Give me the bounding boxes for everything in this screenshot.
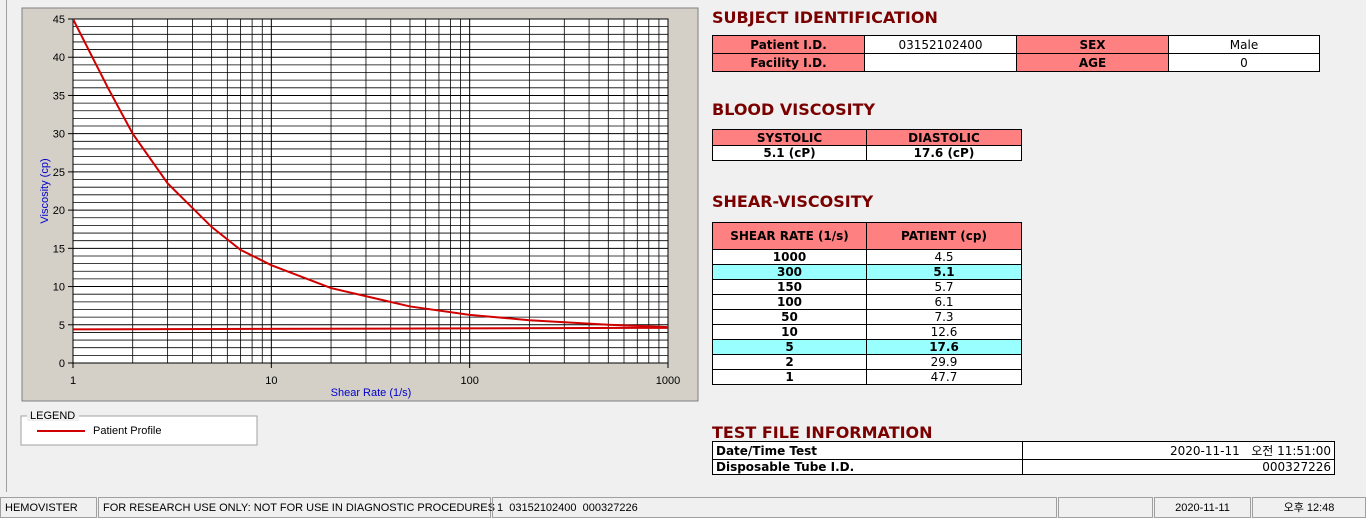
plot-area [73,19,668,363]
blood-viscosity-table: SYSTOLIC DIASTOLIC 5.1 (cP) 17.6 (cP) [712,129,1022,161]
y-tick-label: 0 [59,358,65,370]
y-tick-label: 25 [53,167,65,179]
value [864,53,1017,72]
value: 03152102400 [864,35,1017,54]
x-tick-label: 100 [460,375,478,387]
y-tick-label: 30 [53,129,65,141]
value: 000327226 [1022,459,1335,475]
viscosity: 4.5 [866,249,1022,265]
legend-label: Patient Profile [93,425,161,437]
viscosity: 29.9 [866,354,1022,370]
shear-rate: 100 [712,294,867,310]
shear-rate: 300 [712,264,867,280]
y-tick-label: 5 [59,320,65,332]
test-file-table: Date/Time Test 2020-11-11 오전 11:51:00 Dis… [712,441,1335,475]
series-line [73,19,668,329]
label: Patient I.D. [712,35,865,54]
value: Male [1168,35,1320,54]
x-tick-label: 1 [70,375,76,387]
status-cell: HEMOVISTER [0,497,97,518]
chart: 1 10 100 1000 0 5 10 15 20 25 30 35 40 45 Shear Rate … [20,7,699,446]
subject-table: Patient I.D. 03152102400 SEX Male Facility … [712,35,1320,72]
viscosity: 47.7 [866,369,1022,385]
shear-rate: 5 [712,339,867,355]
status-cell: 오후 12:48 [1252,497,1366,518]
section-title: BLOOD VISCOSITY [712,100,876,119]
viscosity: 5.1 [866,264,1022,280]
header: DIASTOLIC [866,129,1022,146]
y-tick-label: 35 [53,90,65,102]
x-axis-label: Shear Rate (1/s) [331,387,412,399]
window-edge [6,0,7,492]
status-cell: FOR RESEARCH USE ONLY: NOT FOR USE IN DI… [98,497,495,518]
section-title: TEST FILE INFORMATION [712,423,933,442]
header: PATIENT (cp) [866,222,1022,250]
value: 0 [1168,53,1320,72]
y-axis-label: Viscosity (cp) [39,158,51,223]
value: 5.1 (cP) [712,145,867,161]
shear-rate: 1000 [712,249,867,265]
x-tick-label: 1000 [656,375,680,387]
label: Disposable Tube I.D. [712,459,1023,475]
y-tick-label: 20 [53,205,65,217]
legend-title: LEGEND [30,410,75,422]
viscosity: 7.3 [866,309,1022,325]
plot-frame [72,18,669,364]
label: AGE [1016,53,1169,72]
y-tick-label: 40 [53,52,65,64]
shear-rate: 1 [712,369,867,385]
value: 17.6 (cP) [866,145,1022,161]
y-tick-label: 15 [53,243,65,255]
y-tick-label: 10 [53,282,65,294]
x-tick-label: 10 [265,375,277,387]
header: SYSTOLIC [712,129,867,146]
header: SHEAR RATE (1/s) [712,222,867,250]
shear-rate: 2 [712,354,867,370]
viscosity: 17.6 [866,339,1022,355]
shear-viscosity-table: SHEAR RATE (1/s) PATIENT (cp) 1000 4.5 300 5… [712,222,1022,385]
status-cell [1058,497,1153,518]
label: Date/Time Test [712,441,1023,460]
legend-title-bg [27,409,79,421]
y-tick-label: 45 [53,14,65,26]
shear-rate: 50 [712,309,867,325]
label: SEX [1016,35,1169,54]
shear-rate: 10 [712,324,867,340]
label: Facility I.D. [712,53,865,72]
series-line [73,326,668,331]
value: 2020-11-11 오전 11:51:00 [1022,441,1335,460]
status-cell: 1 03152102400 000327226 [492,497,1057,518]
viscosity: 5.7 [866,279,1022,295]
shear-rate: 150 [712,279,867,295]
viscosity: 12.6 [866,324,1022,340]
section-title: SUBJECT IDENTIFICATION [712,8,938,27]
section-title: SHEAR-VISCOSITY [712,192,874,211]
viscosity: 6.1 [866,294,1022,310]
status-cell: 2020-11-11 [1154,497,1251,518]
